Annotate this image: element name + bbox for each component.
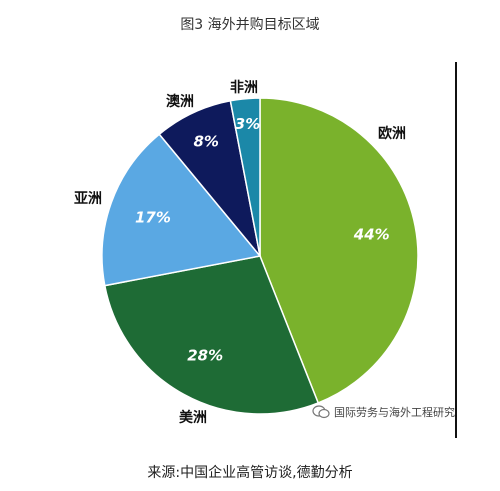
pie-slice-4 (229, 97, 261, 257)
divider-line (455, 62, 457, 438)
slice-category-label-0: 欧洲 (378, 125, 406, 142)
wechat-icon (312, 405, 330, 419)
slice-value-label-4: 3% (235, 115, 260, 133)
watermark: 国际劳务与海外工程研究 (312, 404, 455, 420)
slice-category-label-1: 美洲 (179, 409, 207, 426)
slice-value-label-0: 44% (353, 226, 390, 244)
pie-slice-0 (259, 97, 419, 404)
chart-title: 图3 海外并购目标区域 (180, 17, 320, 33)
slice-category-label-2: 亚洲 (74, 191, 102, 207)
pie-slice-1 (103, 255, 320, 415)
watermark-text: 国际劳务与海外工程研究 (334, 406, 455, 419)
slice-value-label-2: 17% (135, 208, 171, 226)
slice-category-label-3: 澳洲 (166, 93, 194, 110)
slice-value-label-3: 8% (193, 133, 218, 151)
slice-value-label-1: 28% (187, 347, 223, 365)
slice-category-label-4: 非洲 (230, 79, 258, 96)
source-note: 来源:中国企业高管访谈,德勤分析 (147, 465, 353, 481)
pie-slice-2 (101, 133, 262, 287)
